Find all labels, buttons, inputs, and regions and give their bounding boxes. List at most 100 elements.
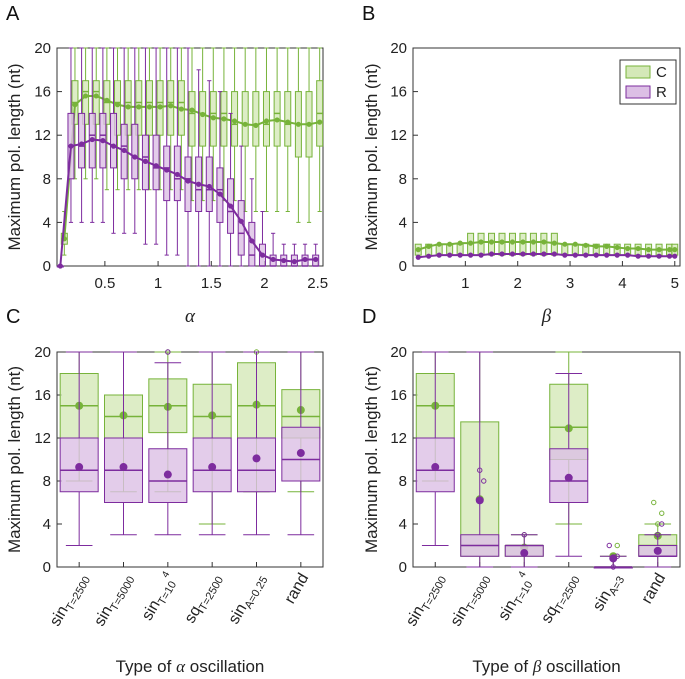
- panel-c-category-label: sinT=104: [137, 569, 182, 625]
- panel-a-mean-point-r: [153, 163, 159, 169]
- panel-b-mean-point-r: [426, 253, 432, 259]
- panel-d-ytick-label: 12: [390, 430, 407, 447]
- panel-b-mean-point-c: [447, 241, 453, 247]
- panel-a-ytick-label: 12: [34, 127, 51, 144]
- panel-d-xlabel: Type of β oscillation: [472, 657, 620, 676]
- panel-a-mean-point-r: [121, 147, 127, 154]
- panel-c-r-4-box: [237, 437, 276, 493]
- panel-a-mean-point-c: [83, 93, 89, 99]
- panel-a-mean-point-r: [206, 183, 212, 190]
- panel-a-xtick-label: 1: [154, 275, 162, 292]
- legend-swatch-c: [625, 65, 651, 79]
- panel-a-r-9-box: [152, 134, 160, 191]
- panel-a-mean-point-r: [185, 178, 191, 184]
- panel-d-outlier-r: [614, 553, 620, 559]
- panel-a-c-17-box: [241, 91, 249, 147]
- panel-d-ytick-label: 16: [390, 387, 407, 404]
- panel-a-r-17-box: [237, 200, 245, 256]
- legend-label-c: C: [656, 64, 667, 81]
- panel-d-category-label: sinT=104: [494, 569, 539, 625]
- panel-b-xtick-label: 4: [618, 275, 626, 292]
- panel-a-mean-point-r: [281, 257, 287, 264]
- panel-b-mean-point-c: [614, 244, 620, 251]
- panel-a-ytick-label: 20: [34, 40, 51, 57]
- panel-d-ytick-label: 0: [399, 559, 407, 576]
- panel-a-mean-point-r: [227, 203, 234, 209]
- panel-b-ytick-label: 16: [390, 84, 407, 101]
- panel-a-mean-point-c: [200, 111, 206, 118]
- panel-b-mean-point-c: [530, 239, 537, 245]
- panel-a-mean-point-c: [285, 119, 291, 125]
- panel-d-outlier-c: [651, 499, 657, 506]
- panel-b-mean-point-r: [614, 252, 620, 258]
- panel-b-mean-point-r: [415, 254, 421, 260]
- panel-a-mean-point-c: [295, 121, 301, 127]
- panel-b-mean-point-c: [488, 239, 495, 245]
- panel-c-xlabel: Type of α oscillation: [116, 657, 265, 676]
- panel-a-mean-point-r: [238, 218, 244, 224]
- panel-b-mean-point-r: [478, 252, 484, 258]
- panel-c: 0 4 8 12 16 20 Maximum pol. length (nt) sinT=25…: [5, 344, 324, 676]
- panel-c-outlier-r: [165, 349, 171, 355]
- panel-d-category-label: sqT=2500: [538, 571, 583, 628]
- panel-a-xtick-label: 2.5: [307, 275, 328, 292]
- panel-b-mean-point-c: [436, 241, 442, 247]
- panel-a-mean-point-r: [249, 238, 255, 244]
- panel-d-axes-frame: [412, 351, 681, 568]
- panel-b-mean-point-r: [656, 253, 662, 259]
- panel-a-mean-point-c: [104, 97, 110, 103]
- panel-d-ylabel: Maximum pol. length (nt): [362, 366, 381, 553]
- legend-swatch-r: [625, 85, 651, 99]
- panel-b-xlabel: β: [541, 306, 552, 327]
- panel-b-ytick-label: 12: [390, 127, 407, 144]
- panel-b-mean-point-r: [436, 252, 442, 258]
- panel-a-mean-point-r: [79, 141, 85, 147]
- panel-d-mean-point-r: [564, 473, 573, 482]
- panel-a-mean-point-c: [157, 104, 163, 110]
- panel-a-mean-point-r: [291, 259, 297, 265]
- panel-d-outlier-r: [659, 521, 665, 527]
- panel-c-category-label: rand: [282, 571, 313, 607]
- panel-a-mean-point-c: [114, 102, 121, 108]
- panel-a-mean-point-c: [189, 107, 195, 113]
- panel-a-r-5-box: [110, 112, 118, 169]
- panel-d-outlier-r: [655, 532, 661, 538]
- panel-label-c: C: [6, 306, 20, 328]
- panel-b-mean-point-r: [625, 252, 631, 258]
- panel-b-mean-point-r: [509, 251, 516, 257]
- panel-a-mean-point-r: [100, 138, 106, 144]
- panel-a-mean-point-r: [174, 171, 180, 178]
- panel-b-mean-point-c: [499, 239, 505, 245]
- panel-c-axes-frame: [56, 351, 324, 568]
- panel-b-mean-point-c: [666, 247, 673, 253]
- panel-b-mean-point-c: [415, 247, 421, 253]
- panel-b-mean-point-r: [467, 252, 474, 258]
- panel-b-mean-point-r: [635, 253, 641, 259]
- panel-c-category-label: sinA=0.25: [225, 571, 270, 629]
- panel-b-mean-point-r: [499, 251, 505, 257]
- panel-a-mean-point-c: [72, 102, 78, 108]
- panel-b-mean-point-c: [478, 239, 484, 245]
- panel-a-mean-point-c: [242, 121, 248, 127]
- panel-a-xtick-label: 1.5: [201, 275, 222, 292]
- panel-b-mean-point-r: [604, 252, 610, 258]
- panel-d-mean-point-r: [520, 549, 529, 558]
- panel-b-mean-point-r: [488, 251, 495, 257]
- panel-a-mean-point-c: [146, 104, 153, 110]
- panel-b-mean-point-c: [625, 245, 631, 252]
- panel-a-mean-point-r: [110, 143, 117, 149]
- legend-label-r: R: [656, 84, 667, 101]
- panel-b-mean-point-c: [604, 243, 610, 249]
- panel-d-ytick-label: 8: [399, 473, 407, 490]
- panel-c-ytick-label: 0: [43, 559, 51, 576]
- panel-b-mean-point-c: [593, 243, 599, 249]
- panel-b-mean-point-r: [520, 251, 526, 257]
- panel-b-xtick-label: 1: [461, 275, 469, 292]
- panel-a-ytick-label: 16: [34, 84, 51, 101]
- panel-b-mean-point-c: [562, 241, 568, 247]
- panel-b-mean-point-r: [572, 252, 578, 258]
- panel-c-ytick-label: 4: [43, 516, 51, 533]
- panel-d-mean-point-r: [653, 546, 662, 555]
- panel-a-mean-point-c: [263, 118, 270, 124]
